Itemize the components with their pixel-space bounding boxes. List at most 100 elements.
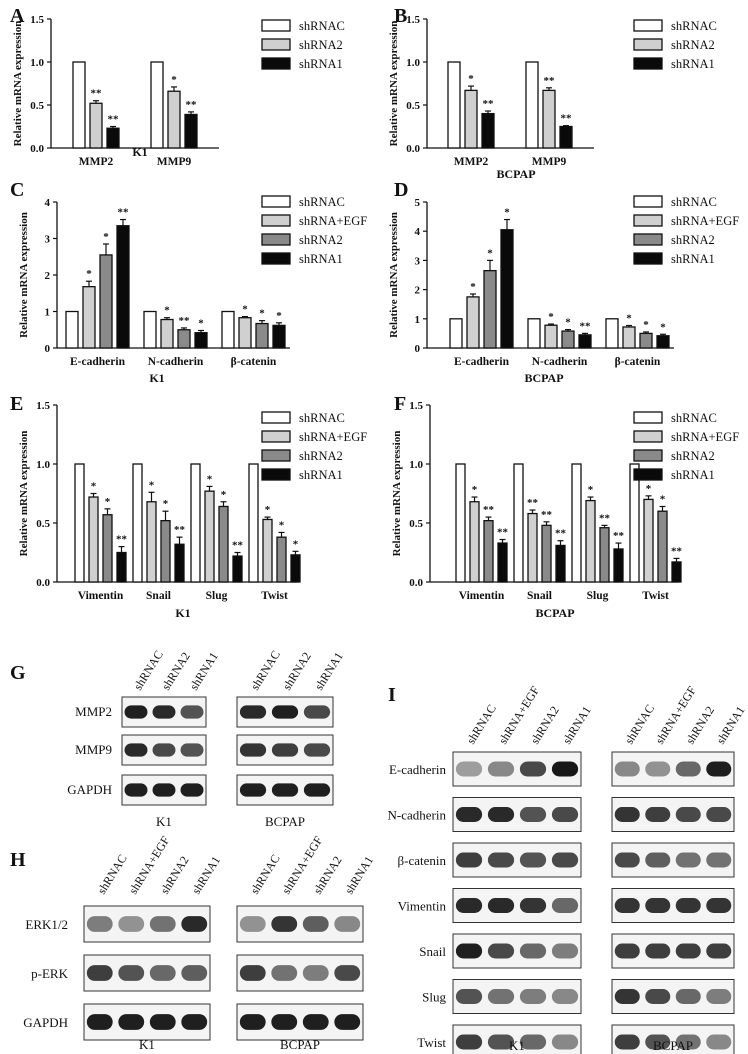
blot-band: [519, 761, 547, 777]
y-tick-label: 1: [45, 307, 51, 319]
blot-band: [675, 989, 701, 1004]
blot-band: [152, 783, 176, 797]
bar: [656, 335, 670, 349]
significance-mark: **: [580, 320, 592, 332]
blot-band: [487, 761, 515, 777]
blot-band: [118, 965, 145, 981]
legend-label: shRNA2: [299, 38, 343, 52]
y-axis-title: Relative mRNA expression: [18, 431, 30, 557]
blot-band: [614, 761, 640, 777]
panel-letter: D: [394, 179, 408, 201]
y-tick-label: 5: [415, 197, 421, 209]
significance-mark: *: [163, 498, 169, 510]
lane-label: shRNA2: [157, 854, 191, 897]
panel-letter: G: [10, 662, 26, 684]
y-axis-title: Relative mRNA expression: [391, 431, 403, 557]
significance-mark: *: [105, 496, 111, 508]
legend: shRNAC shRNA+EGF shRNA2 shRNA1: [261, 411, 367, 482]
bar: [99, 254, 113, 349]
blot-band: [519, 807, 547, 822]
blot-band: [118, 916, 145, 932]
bar: [483, 269, 497, 349]
legend-swatch: [633, 233, 663, 246]
significance-mark: *: [565, 317, 571, 329]
significance-mark: **: [116, 534, 128, 546]
blot-band: [487, 852, 515, 868]
y-tick-label: 0.0: [36, 577, 50, 589]
blot-band: [487, 807, 515, 822]
blot-band: [645, 898, 671, 913]
blot-band: [181, 916, 208, 932]
blot-band: [645, 943, 671, 959]
blot-band: [181, 1014, 208, 1030]
legend-label: shRNA1: [299, 252, 343, 266]
significance-mark: *: [468, 73, 474, 85]
legend-label: shRNA2: [671, 449, 715, 463]
y-tick-label: 1.5: [30, 14, 44, 26]
x-tick-label: Slug: [206, 590, 228, 602]
x-axis-title: BCPAP: [535, 606, 574, 620]
bar: [671, 561, 682, 583]
bar: [88, 496, 99, 583]
legend-label: shRNAC: [299, 411, 345, 425]
bar: [500, 229, 514, 349]
blot-band: [302, 916, 329, 932]
significance-mark: **: [541, 509, 553, 521]
lane-label: shRNA2: [280, 650, 314, 693]
significance-mark: *: [646, 483, 652, 495]
legend-swatch: [633, 252, 663, 265]
legend-swatch: [633, 19, 663, 32]
bar: [481, 112, 495, 149]
significance-mark: *: [504, 207, 510, 219]
blot-band: [302, 965, 329, 981]
blot-band: [706, 807, 732, 822]
blot-band: [271, 743, 299, 757]
lane-label: shRNA2: [683, 704, 717, 747]
significance-mark: *: [643, 319, 649, 331]
significance-mark: **: [544, 75, 556, 87]
blot-row-label: ERK1/2: [25, 917, 68, 932]
significance-mark: **: [497, 527, 509, 539]
bar: [177, 329, 191, 349]
x-axis-title: K1: [175, 606, 190, 620]
bar: [527, 512, 538, 583]
y-tick-label: 3: [415, 255, 421, 267]
bar: [513, 463, 524, 583]
bar: [160, 519, 171, 583]
bar: [542, 89, 556, 149]
blot-band: [614, 898, 640, 913]
blot-band: [614, 1034, 640, 1050]
legend: shRNAC shRNA2 shRNA1: [261, 19, 345, 71]
blot-band: [519, 852, 547, 868]
bar: [255, 322, 269, 349]
bar: [102, 514, 113, 583]
bar: [466, 296, 480, 349]
significance-mark: *: [487, 247, 493, 259]
blot-band: [455, 1034, 483, 1050]
significance-mark: **: [599, 512, 611, 524]
significance-mark: *: [279, 519, 285, 531]
blot-band: [455, 807, 483, 822]
blot-band: [455, 852, 483, 868]
x-tick-label: Slug: [587, 590, 609, 602]
legend: shRNAC shRNA2 shRNA1: [633, 19, 717, 71]
blot-band: [614, 989, 640, 1004]
blot-band: [706, 989, 732, 1004]
lane-label: shRNAC: [464, 702, 499, 747]
x-axis-title: K1: [132, 145, 147, 159]
bar: [599, 527, 610, 583]
lane-label: shRNA1: [713, 704, 747, 747]
y-tick-label: 0.0: [406, 143, 420, 155]
lane-label: shRNA1: [312, 650, 346, 693]
bar: [72, 61, 86, 149]
blot-band: [706, 852, 732, 868]
legend-swatch: [261, 430, 291, 443]
blot-band: [239, 1014, 266, 1030]
blot-band: [152, 743, 176, 757]
bar: [143, 310, 157, 349]
x-tick-label: N-cadherin: [148, 356, 204, 368]
blot-band: [551, 852, 579, 868]
